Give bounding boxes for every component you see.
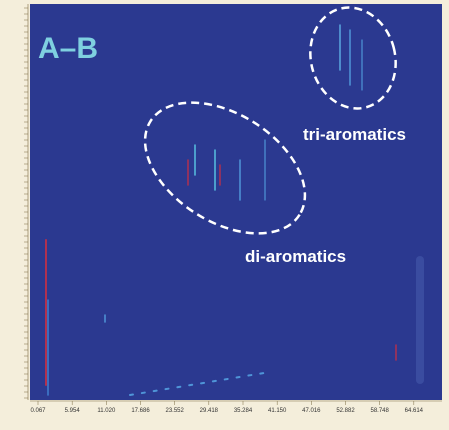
peaks xyxy=(45,24,424,396)
x-tick-label: 5.954 xyxy=(65,408,81,414)
x-tick-label: 47.016 xyxy=(302,408,321,414)
x-tick-label: 52.882 xyxy=(336,408,355,414)
annotation: di-aromatics xyxy=(245,247,346,266)
x-tick-label: 23.552 xyxy=(165,408,184,414)
x-tick-label: 58.748 xyxy=(370,408,389,414)
x-tick-label: 0.067 xyxy=(30,408,46,414)
tri-aromatics-region xyxy=(309,6,397,110)
x-tick-label: 17.686 xyxy=(131,408,150,414)
x-axis: 0.067 5.954 11.020 17.686 23.552 29.418 35.284… xyxy=(30,400,442,414)
x-tick-label: 11.020 xyxy=(97,408,116,414)
ruler-ticks xyxy=(24,7,28,399)
x-tick-label: 29.418 xyxy=(200,408,219,414)
x-tick-label: 35.284 xyxy=(234,408,253,414)
panel-label: A–B xyxy=(38,32,98,65)
x-tick-label: 41.150 xyxy=(268,408,287,414)
x-tick-label: 64.614 xyxy=(405,408,424,414)
annotation: tri-aromatics xyxy=(303,125,406,144)
di-aromatics-region xyxy=(143,101,307,235)
plot-area xyxy=(30,4,442,400)
